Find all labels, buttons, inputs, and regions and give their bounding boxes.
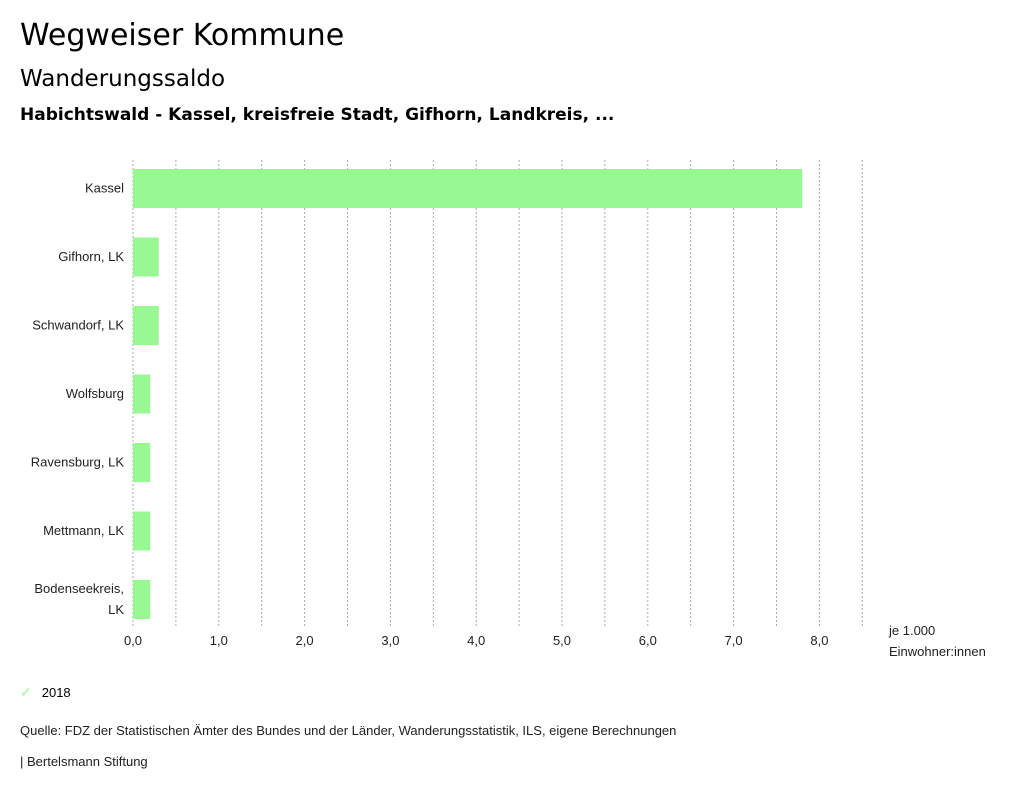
- bar: [133, 306, 159, 345]
- app-title: Wegweiser Kommune: [20, 18, 345, 53]
- x-tick-label: 7,0: [725, 633, 743, 648]
- bar-chart: 0,0 1,0 2,0 3,0 4,0 5,0 6,0 7,0 8,0 je 1.000 Einwo…: [31, 160, 986, 659]
- category-label: LK: [108, 602, 124, 617]
- check-icon: ✓: [20, 684, 32, 700]
- x-axis-label: Einwohner:innen: [889, 644, 986, 659]
- x-tick-label: 5,0: [553, 633, 571, 648]
- category-label: Kassel: [85, 181, 124, 196]
- category-label: Gifhorn, LK: [58, 249, 124, 264]
- x-tick-label: 2,0: [296, 633, 314, 648]
- x-axis-label: je 1.000: [888, 623, 935, 638]
- bar: [133, 169, 803, 208]
- brand-note: | Bertelsmann Stiftung: [20, 754, 148, 769]
- category-label: Mettmann, LK: [43, 523, 124, 538]
- x-tick-label: 6,0: [639, 633, 657, 648]
- source-note: Quelle: FDZ der Statistischen Ämter des …: [20, 723, 677, 738]
- bar: [133, 511, 151, 551]
- chart-subtitle: Wanderungssaldo: [20, 66, 226, 92]
- bar: [133, 580, 151, 619]
- chart-context: Habichtswald - Kassel, kreisfreie Stadt,…: [20, 105, 615, 125]
- category-label: Ravensburg, LK: [31, 455, 125, 470]
- bar: [133, 443, 151, 482]
- legend-item-2018[interactable]: ✓ 2018: [20, 684, 71, 701]
- x-tick-label: 3,0: [381, 633, 399, 648]
- category-label: Schwandorf, LK: [32, 318, 124, 333]
- x-tick-label: 1,0: [210, 633, 228, 648]
- x-tick-label: 0,0: [124, 633, 142, 648]
- x-tick-label: 4,0: [467, 633, 485, 648]
- bar: [133, 237, 159, 277]
- x-tick-label: 8,0: [810, 633, 828, 648]
- category-label: Wolfsburg: [66, 386, 124, 401]
- bar: [133, 374, 151, 414]
- category-label: Bodenseekreis,: [34, 581, 124, 596]
- legend-label: 2018: [41, 685, 71, 700]
